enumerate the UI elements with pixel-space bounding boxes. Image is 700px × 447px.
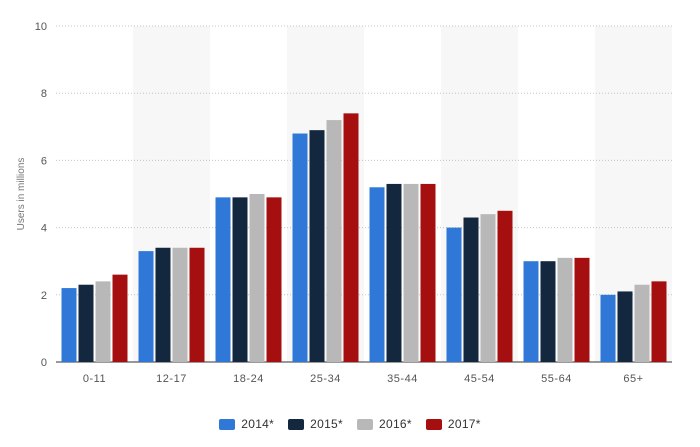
legend-label: 2016* bbox=[379, 417, 412, 431]
bar-chart: 0 2 4 6 8 10 0-11 12-17 18-24 25-34 35-44 45-54 55-… bbox=[16, 21, 672, 385]
y-axis-ticks: 0 2 4 6 8 10 bbox=[35, 21, 47, 369]
legend-swatch bbox=[219, 418, 236, 430]
bar[interactable] bbox=[78, 284, 94, 362]
category-bands bbox=[133, 26, 672, 362]
legend-item[interactable]: 2015* bbox=[288, 417, 343, 431]
bar[interactable] bbox=[557, 257, 573, 362]
legend: 2014* 2015* 2016* 2017* bbox=[0, 417, 700, 431]
bar[interactable] bbox=[95, 281, 111, 362]
legend-swatch bbox=[288, 418, 305, 430]
y-tick-label: 10 bbox=[35, 21, 47, 33]
bar[interactable] bbox=[600, 294, 616, 362]
legend-label: 2015* bbox=[310, 417, 343, 431]
y-tick-label: 0 bbox=[41, 357, 47, 369]
bar[interactable] bbox=[420, 183, 436, 362]
bar[interactable] bbox=[463, 217, 479, 362]
bar[interactable] bbox=[497, 210, 513, 362]
bar[interactable] bbox=[189, 247, 205, 362]
legend-label: 2014* bbox=[241, 417, 275, 431]
bar[interactable] bbox=[617, 291, 633, 362]
bar[interactable] bbox=[523, 261, 539, 362]
bar[interactable] bbox=[309, 130, 325, 362]
bar[interactable] bbox=[292, 133, 308, 362]
bar[interactable] bbox=[155, 247, 171, 362]
x-tick-label: 65+ bbox=[623, 373, 643, 385]
x-tick-label: 0-11 bbox=[83, 373, 106, 385]
bar[interactable] bbox=[386, 183, 402, 362]
legend-item[interactable]: 2014* bbox=[219, 417, 274, 431]
bar[interactable] bbox=[343, 113, 359, 362]
bar[interactable] bbox=[172, 247, 188, 362]
bar[interactable] bbox=[403, 183, 419, 362]
x-tick-label: 25-34 bbox=[310, 373, 341, 385]
x-tick-label: 12-17 bbox=[156, 373, 187, 385]
x-tick-label: 18-24 bbox=[233, 373, 264, 385]
bar[interactable] bbox=[369, 187, 385, 362]
bar[interactable] bbox=[266, 197, 282, 362]
x-tick-label: 55-64 bbox=[541, 373, 572, 385]
bar[interactable] bbox=[634, 284, 650, 362]
bar[interactable] bbox=[540, 261, 556, 362]
bar[interactable] bbox=[138, 251, 154, 362]
x-axis-labels: 0-11 12-17 18-24 25-34 35-44 45-54 55-64 65+ bbox=[83, 373, 643, 385]
legend-label: 2017* bbox=[447, 417, 481, 431]
y-tick-label: 4 bbox=[41, 223, 47, 235]
legend-item[interactable]: 2017* bbox=[425, 417, 481, 431]
bar[interactable] bbox=[215, 197, 231, 362]
bar[interactable] bbox=[574, 257, 590, 362]
bar[interactable] bbox=[232, 197, 248, 362]
legend-swatch bbox=[357, 418, 373, 430]
bar[interactable] bbox=[249, 194, 265, 362]
bars bbox=[61, 113, 667, 362]
bar[interactable] bbox=[326, 120, 342, 362]
bar[interactable] bbox=[651, 281, 667, 362]
bar[interactable] bbox=[480, 214, 496, 362]
y-axis-title: Users in millions bbox=[16, 158, 27, 231]
y-tick-label: 2 bbox=[41, 290, 47, 302]
legend-item[interactable]: 2016* bbox=[357, 417, 412, 431]
legend-swatch bbox=[425, 418, 442, 430]
y-tick-label: 8 bbox=[41, 88, 47, 100]
y-tick-label: 6 bbox=[41, 155, 47, 167]
x-tick-label: 35-44 bbox=[387, 373, 418, 385]
x-tick-label: 45-54 bbox=[464, 373, 495, 385]
bar[interactable] bbox=[61, 288, 77, 362]
bar[interactable] bbox=[112, 274, 128, 362]
bar[interactable] bbox=[446, 227, 462, 362]
